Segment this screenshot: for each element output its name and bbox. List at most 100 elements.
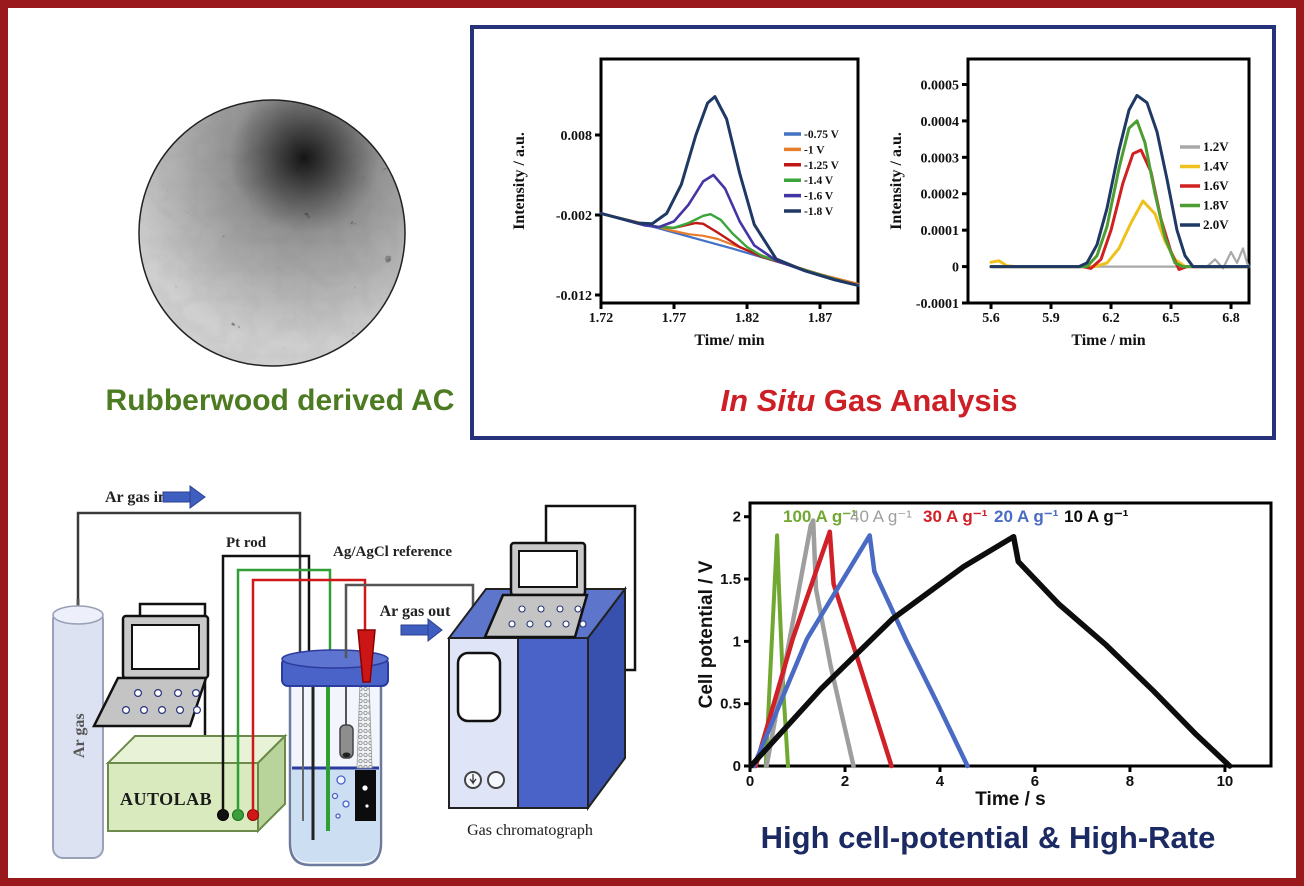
ar-gas-out-arrow-icon (400, 617, 443, 643)
y-tick-label: -0.0001 (916, 297, 959, 312)
reference-frit (356, 679, 373, 769)
x-tick-label: 6.5 (1162, 311, 1180, 326)
charge-discharge-chart: 0 2 4 6 8 10 0 0.5 1 1.5 2 Time / s Cell potential /… (698, 501, 1273, 810)
cylinder-label: Ar gas (71, 713, 88, 758)
x-tick-label: 8 (1126, 773, 1134, 790)
y-tick-label: 0 (733, 758, 741, 775)
legend-label: -1.6 V (804, 191, 834, 203)
setup-schematic: Ar gas Ar gas in AUTOLAB (52, 485, 637, 867)
series-line (763, 533, 790, 768)
x-tick-label: 4 (936, 773, 945, 790)
y-tick-label: 0.0001 (921, 224, 960, 239)
x-tick-label: 6 (1031, 773, 1039, 790)
working-electrode-flag (355, 770, 376, 821)
y-tick-label: 0.0002 (921, 188, 960, 203)
series-annotation: 20 A g⁻¹ (994, 507, 1059, 526)
y-tick-label: 0.0004 (921, 115, 960, 130)
x-tick-label: 1.72 (589, 311, 614, 326)
legend-label: 1.6V (1203, 178, 1229, 193)
y-tick-label: 1.5 (720, 571, 741, 588)
legend-label: -0.75 V (804, 129, 840, 141)
series-line (748, 533, 1233, 769)
series-line (989, 119, 1251, 269)
x-axis-label: Time / s (975, 789, 1045, 810)
argon-cylinder: Ar gas (52, 599, 104, 859)
x-tick-label: 10 (1217, 773, 1234, 790)
y-tick-label: -0.012 (556, 289, 592, 304)
sem-caption-text: Rubberwood derived AC (105, 384, 455, 417)
chart-chart-gc1: 1.72 1.77 1.82 1.87 0.008 -0.002 -0.012 Time/ m… (511, 57, 860, 349)
gas-chromatograph: Gas chromatograph (446, 504, 637, 839)
series-line (989, 93, 1251, 269)
gas-bubbles (331, 775, 350, 819)
series-annotation: 40 A g⁻¹ (850, 507, 912, 526)
ag-agcl-connector (357, 629, 376, 683)
x-tick-label: 6.8 (1222, 311, 1240, 326)
legend-label: 1.8V (1203, 198, 1229, 213)
series-line (764, 518, 856, 769)
x-axis-label: Time/ min (694, 332, 764, 349)
x-axis-label: Time / min (1071, 332, 1145, 349)
series-annotation: 10 A g⁻¹ (1064, 507, 1129, 526)
series-line (989, 148, 1251, 271)
gas-chromatograph-label: Gas chromatograph (467, 822, 593, 839)
gas-chromatogram-negative-voltages: 1.72 1.77 1.82 1.87 0.008 -0.002 -0.012 Time/ m… (511, 57, 860, 349)
y-tick-label: 0 (952, 261, 959, 276)
pt-rod-label: Pt rod (226, 535, 267, 551)
gas-analysis-title: In Situ Gas Analysis (470, 383, 1268, 419)
series-line (989, 247, 1251, 270)
gas-analysis-title-italic: In Situ (720, 383, 816, 418)
autolab-port-black (217, 809, 229, 821)
working-electrode-wire (221, 554, 311, 810)
legend-label: -1.8 V (804, 206, 834, 218)
y-tick-label: 0.0005 (921, 78, 960, 93)
autolab-port-red (247, 809, 259, 821)
series-annotation: 30 A g⁻¹ (923, 507, 988, 526)
legend-label: -1.4 V (804, 175, 834, 187)
series-line (753, 529, 894, 769)
legend-label: -1 V (804, 144, 825, 156)
y-tick-label: -0.002 (556, 209, 592, 224)
y-tick-label: 0.008 (561, 129, 593, 144)
x-tick-label: 2 (841, 773, 849, 790)
autolab-potentiostat: AUTOLAB (105, 733, 288, 834)
gas-chromatogram-positive-voltages: 5.6 5.9 6.2 6.5 6.8 0.0005 0.0004 0.0003 0.0002 0… (888, 57, 1251, 349)
sem-caption: Rubberwood derived AC (60, 384, 500, 418)
y-axis-label: Intensity / a.u. (511, 132, 528, 230)
x-tick-label: 0 (746, 773, 754, 790)
series-line (751, 533, 970, 769)
chart-chart-gcd: 0 2 4 6 8 10 0 0.5 1 1.5 2 Time / s Cell potential /… (698, 501, 1273, 810)
y-tick-label: 0.0003 (921, 151, 960, 166)
electrochemical-cell (281, 629, 389, 867)
legend-label: 1.2V (1203, 139, 1229, 154)
ar-gas-in-arrow-icon (162, 485, 206, 509)
x-tick-label: 1.87 (808, 311, 833, 326)
ar-gas-in-tube (76, 511, 302, 663)
y-axis-label: Intensity / a.u. (888, 132, 905, 230)
legend-label: 2.0V (1203, 217, 1229, 232)
ar-gas-out-label: Ar gas out (380, 603, 451, 620)
ag-agcl-label: Ag/AgCl reference (333, 544, 452, 560)
sem-image (138, 99, 406, 367)
x-tick-label: 1.77 (662, 311, 687, 326)
gas-analysis-title-rest: Gas Analysis (815, 383, 1018, 418)
y-axis-label: Cell potential / V (698, 560, 717, 708)
sem-micrograph (138, 99, 406, 367)
gas-analysis-box (470, 25, 1276, 440)
plot-frame (748, 501, 1273, 768)
x-tick-label: 5.6 (982, 311, 1000, 326)
chart-chart-gc2: 5.6 5.9 6.2 6.5 6.8 0.0005 0.0004 0.0003 0.0002 0… (888, 57, 1251, 349)
y-tick-label: 2 (733, 509, 741, 526)
series-line (599, 95, 860, 287)
legend-label: -1.25 V (804, 160, 840, 172)
series-annotation: 100 A g⁻¹ (783, 507, 857, 526)
rate-caption-text: High cell-potential & High-Rate (760, 820, 1216, 855)
autolab-port-green (232, 809, 244, 821)
autolab-laptop (91, 602, 210, 736)
ar-gas-in-label: Ar gas in (105, 489, 167, 506)
gc-laptop-cable (544, 504, 637, 672)
y-tick-label: 0.5 (720, 696, 741, 713)
reference-electrode-wire (251, 578, 367, 810)
legend-label: 1.4V (1203, 159, 1229, 174)
